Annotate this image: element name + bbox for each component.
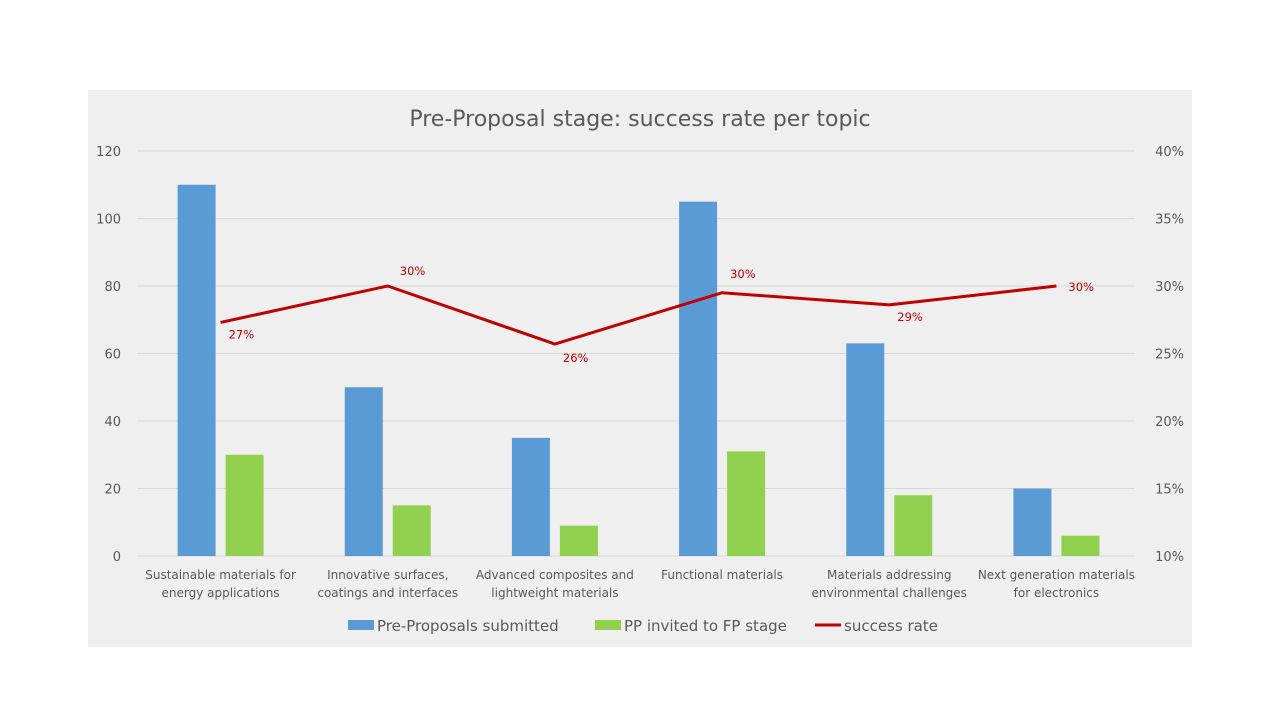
bar-submitted xyxy=(846,343,885,556)
y-right-tick-label: 30% xyxy=(1155,280,1184,295)
category-label: Materials addressing xyxy=(827,568,952,582)
bar-invited xyxy=(1061,535,1100,556)
bar-submitted xyxy=(177,184,216,556)
success-rate-label: 29% xyxy=(897,310,923,324)
category-label: Innovative surfaces, xyxy=(327,568,448,582)
bar-invited xyxy=(225,454,264,556)
category-label: environmental challenges xyxy=(812,586,967,600)
category-label: energy applications xyxy=(162,586,280,600)
bar-submitted xyxy=(344,387,383,556)
y-left-tick-label: 120 xyxy=(96,145,121,160)
category-label: for electronics xyxy=(1014,586,1100,600)
legend-label: PP invited to FP stage xyxy=(624,617,787,635)
bar-invited xyxy=(392,505,431,556)
bar-submitted xyxy=(511,437,550,556)
success-rate-label: 30% xyxy=(730,267,756,281)
category-label: Functional materials xyxy=(661,568,783,582)
bar-invited xyxy=(727,451,766,556)
y-left-tick-label: 0 xyxy=(113,550,121,565)
legend-label: success rate xyxy=(844,617,938,635)
chart-area xyxy=(88,90,1192,647)
y-left-tick-label: 20 xyxy=(104,483,121,498)
y-right-tick-label: 15% xyxy=(1155,483,1184,498)
y-left-tick-label: 40 xyxy=(104,415,121,430)
y-left-tick-label: 60 xyxy=(104,348,121,363)
chart-title: Pre-Proposal stage: success rate per top… xyxy=(409,107,870,132)
legend-label: Pre-Proposals submitted xyxy=(377,617,559,635)
y-right-tick-label: 10% xyxy=(1155,550,1184,565)
y-right-tick-label: 40% xyxy=(1155,145,1184,160)
y-right-tick-label: 35% xyxy=(1155,213,1184,228)
y-left-tick-label: 100 xyxy=(96,213,121,228)
bar-invited xyxy=(559,525,598,556)
y-right-tick-label: 20% xyxy=(1155,415,1184,430)
success-rate-label: 26% xyxy=(563,351,589,365)
success-rate-label: 27% xyxy=(229,327,255,341)
success-rate-label: 30% xyxy=(400,264,426,278)
legend-swatch xyxy=(595,620,621,630)
legend-swatch xyxy=(348,620,374,630)
category-label: Advanced composites and xyxy=(476,568,634,582)
success-rate-label: 30% xyxy=(1068,280,1094,294)
bar-submitted xyxy=(1013,488,1052,556)
y-right-tick-label: 25% xyxy=(1155,348,1184,363)
success-rate-line xyxy=(220,284,1057,346)
category-label: coatings and interfaces xyxy=(317,586,458,600)
category-label: Sustainable materials for xyxy=(145,568,296,582)
category-label: Next generation materials xyxy=(978,568,1135,582)
bar-submitted xyxy=(679,201,718,556)
category-label: lightweight materials xyxy=(491,586,618,600)
bar-invited xyxy=(894,495,933,556)
y-left-tick-label: 80 xyxy=(104,280,121,295)
